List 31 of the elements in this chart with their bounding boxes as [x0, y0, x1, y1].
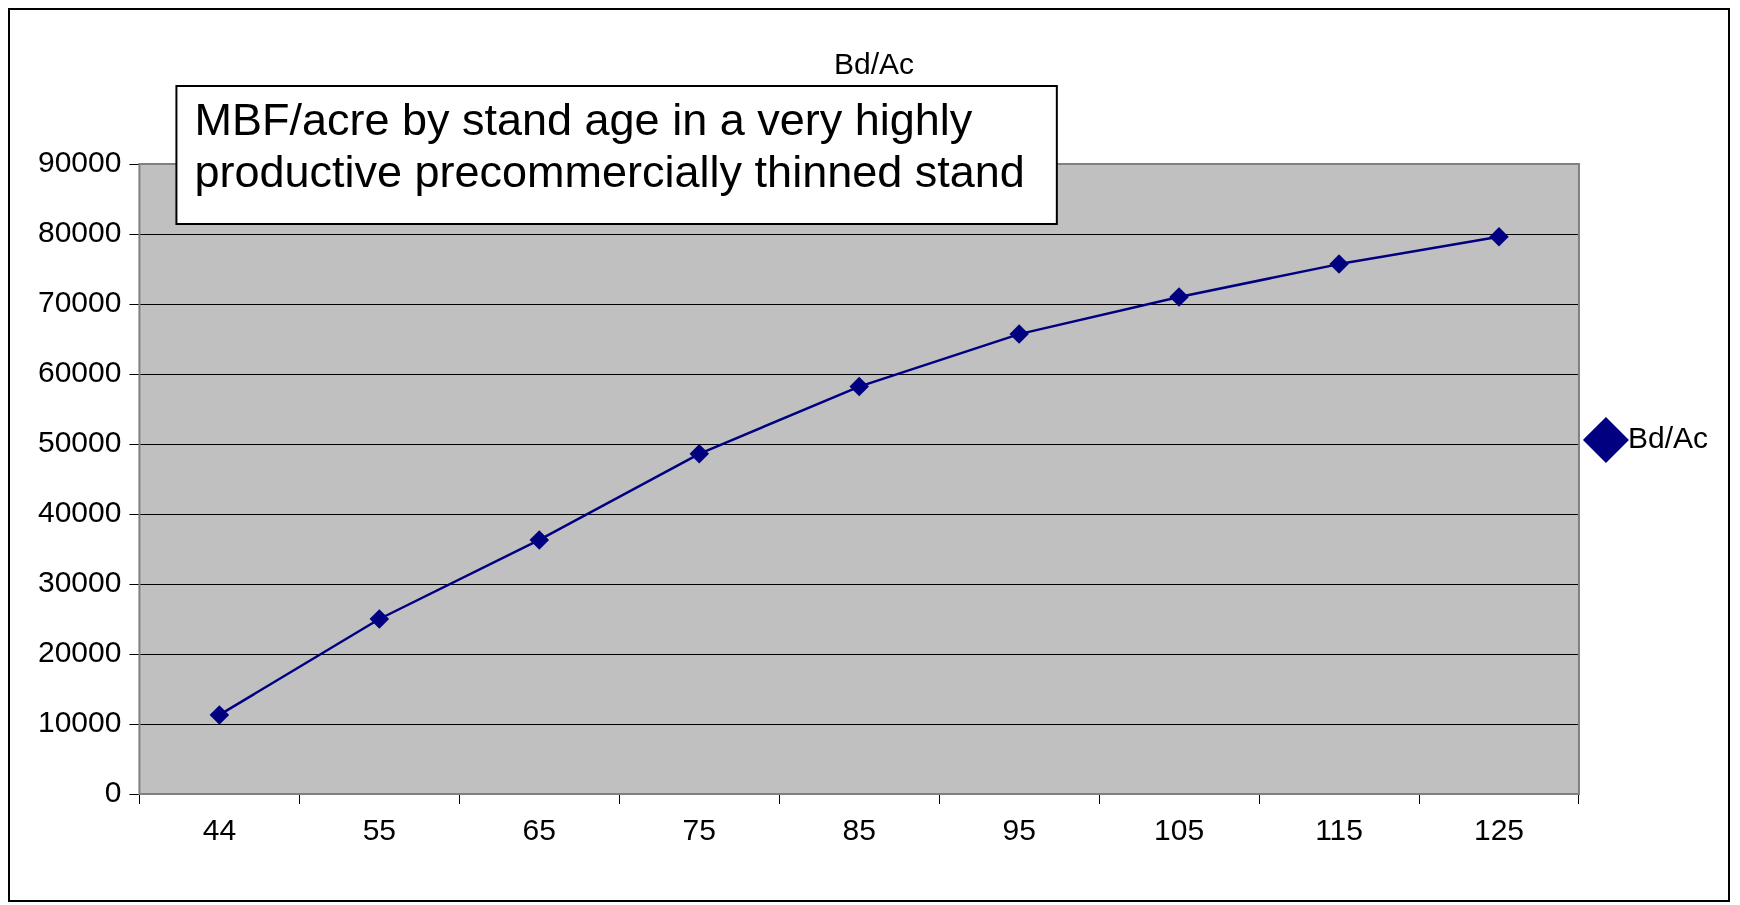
y-tick-label: 70000	[37, 285, 122, 319]
y-tick-label: 30000	[37, 565, 122, 599]
x-tick-label: 115	[1315, 813, 1363, 847]
point	[1329, 254, 1349, 274]
chart-title: Bd/Ac	[833, 47, 915, 81]
x-tick-label: 44	[202, 813, 237, 847]
y-tick-label: 80000	[37, 215, 122, 249]
y-tick-label: 20000	[37, 635, 122, 669]
point	[370, 609, 389, 629]
point	[530, 530, 549, 550]
x-tick-label: 85	[842, 813, 876, 847]
x-tick-label: 105	[1154, 813, 1205, 847]
x-tick-label: 95	[1002, 813, 1036, 847]
x-tick-label: 55	[362, 813, 397, 847]
point	[1489, 227, 1509, 247]
y-tick-label: 90000	[37, 145, 122, 179]
point	[689, 444, 709, 464]
point	[1009, 324, 1029, 344]
y-tick-label: 50000	[37, 425, 122, 459]
y-tick-label: 60000	[37, 355, 122, 389]
y-tick-label: 40000	[37, 495, 122, 529]
x-tick-label: 75	[682, 813, 716, 847]
point	[210, 705, 229, 725]
y-tick-label: 10000	[37, 705, 122, 739]
x-tick-label: 125	[1473, 813, 1525, 847]
annotation: MBF/acre by stand age in a very highly productive precommercially thinned stand	[194, 93, 1025, 197]
legend-label: Bd/Ac	[1627, 421, 1709, 455]
y-tick-label: 0	[104, 775, 122, 809]
x-tick-label: 65	[522, 813, 556, 847]
point	[849, 377, 869, 396]
point	[1169, 287, 1189, 307]
